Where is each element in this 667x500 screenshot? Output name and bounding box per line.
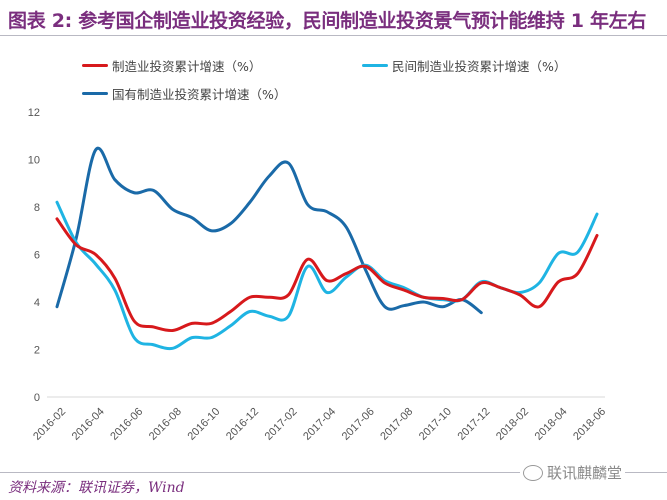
x-tick-label: 2016-06 xyxy=(108,406,145,443)
legend-label: 制造业投资累计增速（%） xyxy=(112,59,262,74)
legend-item-state: 国有制造业投资累计增速（%） xyxy=(82,84,286,103)
y-tick-label: 8 xyxy=(34,202,40,214)
watermark-text: 联讯麒麟堂 xyxy=(547,464,623,482)
series-line-state xyxy=(55,146,483,315)
footer-divider xyxy=(0,472,667,473)
y-tick-label: 0 xyxy=(34,392,40,404)
legend-swatch xyxy=(82,64,108,67)
x-tick-label: 2017-10 xyxy=(417,406,454,443)
series-line-private xyxy=(55,200,599,351)
x-tick-label: 2017-06 xyxy=(340,406,377,443)
x-tick-label: 2016-08 xyxy=(147,406,184,443)
y-tick-label: 2 xyxy=(34,345,40,357)
x-tick-label: 2018-06 xyxy=(571,406,608,443)
x-tick-label: 2017-12 xyxy=(455,406,492,443)
y-tick-label: 4 xyxy=(34,297,40,309)
wechat-icon xyxy=(523,464,543,481)
chart-title: 图表 2: 参考国企制造业投资经验，民间制造业投资景气预计能维持 1 年左右 xyxy=(8,10,647,32)
x-tick-label: 2017-08 xyxy=(378,406,415,443)
source-note: 资料来源：联讯证券，Wind xyxy=(8,480,185,496)
watermark: 联讯麒麟堂 xyxy=(520,462,626,483)
x-tick-label: 2017-02 xyxy=(263,406,300,443)
legend-item-manufacturing: 制造业投资累计增速（%） xyxy=(82,56,261,75)
legend-label: 国有制造业投资累计增速（%） xyxy=(112,87,287,102)
x-tick-label: 2016-10 xyxy=(185,406,222,443)
legend-swatch xyxy=(362,64,388,67)
y-tick-label: 10 xyxy=(28,155,40,167)
series-line-manufacturing xyxy=(55,217,599,333)
x-tick-label: 2016-12 xyxy=(224,406,261,443)
y-tick-label: 6 xyxy=(34,250,40,262)
legend-item-private: 民间制造业投资累计增速（%） xyxy=(362,56,566,75)
title-divider xyxy=(0,35,667,36)
legend-label: 民间制造业投资累计增速（%） xyxy=(392,59,567,74)
x-tick-label: 2018-04 xyxy=(533,406,570,443)
x-tick-label: 2016-02 xyxy=(31,406,68,443)
legend-swatch xyxy=(82,92,108,95)
x-tick-label: 2016-04 xyxy=(70,406,107,443)
x-tick-label: 2017-04 xyxy=(301,406,338,443)
x-tick-label: 2018-02 xyxy=(494,406,531,443)
y-tick-label: 12 xyxy=(28,107,40,119)
